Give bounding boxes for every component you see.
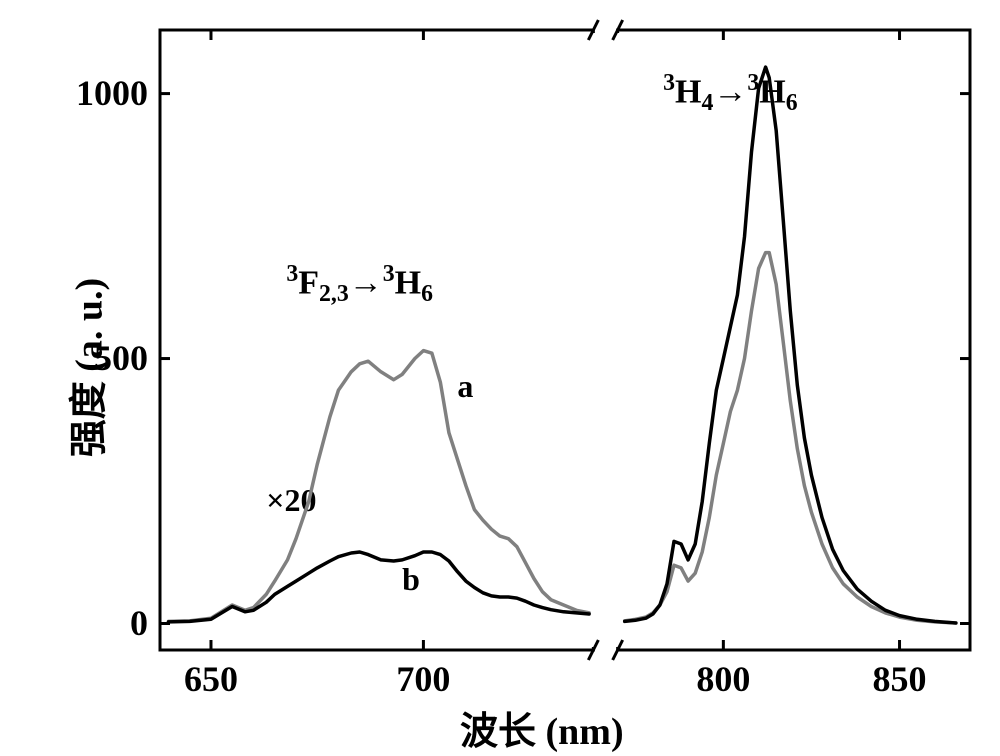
series-b-right [625, 67, 956, 623]
spectrum-chart [0, 0, 1000, 756]
series-a-left [169, 351, 590, 622]
